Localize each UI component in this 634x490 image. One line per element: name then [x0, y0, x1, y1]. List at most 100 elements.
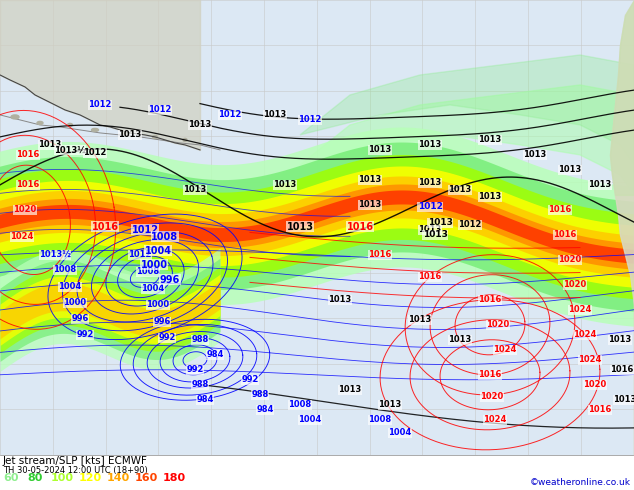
Text: 1024: 1024 — [10, 232, 34, 242]
Text: 1012: 1012 — [148, 105, 172, 115]
Text: 996: 996 — [160, 275, 180, 285]
Ellipse shape — [122, 131, 128, 134]
Text: 984: 984 — [206, 350, 224, 359]
Text: 992: 992 — [186, 365, 204, 374]
Text: 120: 120 — [79, 473, 102, 483]
Text: 1016: 1016 — [478, 295, 501, 304]
Text: 1008: 1008 — [53, 265, 77, 274]
Text: 60: 60 — [3, 473, 18, 483]
Ellipse shape — [153, 135, 157, 138]
Text: 1016: 1016 — [347, 222, 373, 232]
Text: 992: 992 — [158, 333, 176, 343]
Text: 1013: 1013 — [408, 315, 432, 324]
Polygon shape — [0, 165, 200, 215]
Text: 1004: 1004 — [58, 282, 82, 292]
Text: 1013: 1013 — [559, 166, 581, 174]
Text: 1013: 1013 — [423, 230, 448, 239]
Ellipse shape — [67, 123, 72, 126]
Text: TH 30-05-2024 12:00 UTC (18+90): TH 30-05-2024 12:00 UTC (18+90) — [3, 466, 148, 475]
Polygon shape — [300, 55, 634, 165]
Text: 1013½: 1013½ — [54, 146, 86, 154]
Text: 1013: 1013 — [188, 121, 212, 129]
Ellipse shape — [183, 138, 187, 142]
Text: 1013: 1013 — [358, 200, 382, 209]
Text: 1012: 1012 — [299, 116, 321, 124]
Text: 1013½: 1013½ — [39, 250, 71, 259]
Text: 1012: 1012 — [418, 202, 443, 211]
Text: 1020: 1020 — [13, 205, 37, 214]
Text: 992: 992 — [242, 375, 259, 384]
Text: ©weatheronline.co.uk: ©weatheronline.co.uk — [530, 478, 631, 487]
Text: 996: 996 — [71, 314, 89, 323]
Text: 1000: 1000 — [141, 260, 167, 270]
Text: 80: 80 — [27, 473, 42, 483]
Text: 1016: 1016 — [548, 205, 572, 214]
Text: 1016: 1016 — [368, 250, 392, 259]
Text: 180: 180 — [163, 473, 186, 483]
Text: 1013: 1013 — [368, 146, 392, 154]
Ellipse shape — [11, 115, 19, 119]
Text: 1013: 1013 — [588, 180, 612, 190]
Text: 1004: 1004 — [145, 246, 172, 256]
Text: 1008: 1008 — [136, 268, 160, 276]
Text: 1013: 1013 — [418, 178, 442, 187]
Text: 984: 984 — [197, 395, 214, 404]
Text: 1013: 1013 — [524, 150, 547, 159]
Text: 1012: 1012 — [218, 110, 242, 120]
Text: 1013: 1013 — [183, 185, 207, 195]
Text: 1016: 1016 — [478, 370, 501, 379]
Text: 1013: 1013 — [418, 141, 442, 149]
Ellipse shape — [37, 122, 43, 124]
Text: 140: 140 — [107, 473, 130, 483]
Text: 1013: 1013 — [273, 180, 297, 190]
Text: 1013: 1013 — [119, 130, 141, 140]
Text: 1012: 1012 — [128, 250, 152, 259]
Text: 996: 996 — [153, 318, 171, 326]
Text: 1008: 1008 — [368, 415, 392, 424]
Text: 1013: 1013 — [287, 222, 313, 232]
Text: 1013: 1013 — [358, 175, 382, 184]
Text: 1020: 1020 — [559, 255, 581, 264]
Text: 1008: 1008 — [152, 232, 179, 242]
Text: 1024: 1024 — [568, 305, 592, 314]
Text: 1013: 1013 — [613, 395, 634, 404]
Text: 1016: 1016 — [16, 180, 40, 190]
Text: Jet stream/SLP [kts] ECMWF: Jet stream/SLP [kts] ECMWF — [3, 456, 148, 466]
Text: 1016: 1016 — [553, 230, 577, 239]
Text: 1000: 1000 — [63, 298, 87, 307]
Text: 1013: 1013 — [479, 193, 501, 201]
Text: 1024: 1024 — [493, 345, 517, 354]
Text: 1012: 1012 — [88, 100, 112, 109]
Text: 1013: 1013 — [609, 335, 631, 344]
Text: 1004: 1004 — [141, 284, 165, 294]
Text: 992: 992 — [76, 330, 94, 339]
Text: 1024: 1024 — [578, 355, 602, 364]
Text: 1013: 1013 — [263, 110, 287, 120]
Text: 1024: 1024 — [573, 330, 597, 339]
Text: 1013: 1013 — [328, 295, 352, 304]
Text: 1004: 1004 — [389, 428, 411, 437]
Text: 1020: 1020 — [486, 320, 510, 329]
Text: 1016: 1016 — [611, 365, 634, 374]
Text: 1004: 1004 — [299, 415, 321, 424]
Text: 1000: 1000 — [146, 300, 169, 309]
Text: 1013: 1013 — [39, 141, 61, 149]
Text: 1013: 1013 — [448, 185, 472, 195]
Text: 1016: 1016 — [91, 222, 119, 232]
Text: 1020: 1020 — [481, 392, 503, 401]
Text: 1013: 1013 — [479, 135, 501, 145]
Text: 1012: 1012 — [83, 148, 107, 157]
Text: 1016: 1016 — [588, 405, 612, 414]
Text: 1012: 1012 — [131, 225, 158, 235]
Ellipse shape — [91, 128, 98, 131]
Text: 1016: 1016 — [16, 150, 40, 159]
Text: 1013: 1013 — [418, 225, 442, 234]
Text: 988: 988 — [251, 390, 269, 399]
Text: 984: 984 — [256, 405, 274, 414]
Text: 160: 160 — [135, 473, 158, 483]
Text: 1012: 1012 — [458, 220, 482, 229]
Text: 1008: 1008 — [288, 400, 311, 409]
Text: 988: 988 — [191, 380, 209, 389]
Text: 1024: 1024 — [483, 415, 507, 424]
Text: 1016: 1016 — [418, 272, 442, 281]
